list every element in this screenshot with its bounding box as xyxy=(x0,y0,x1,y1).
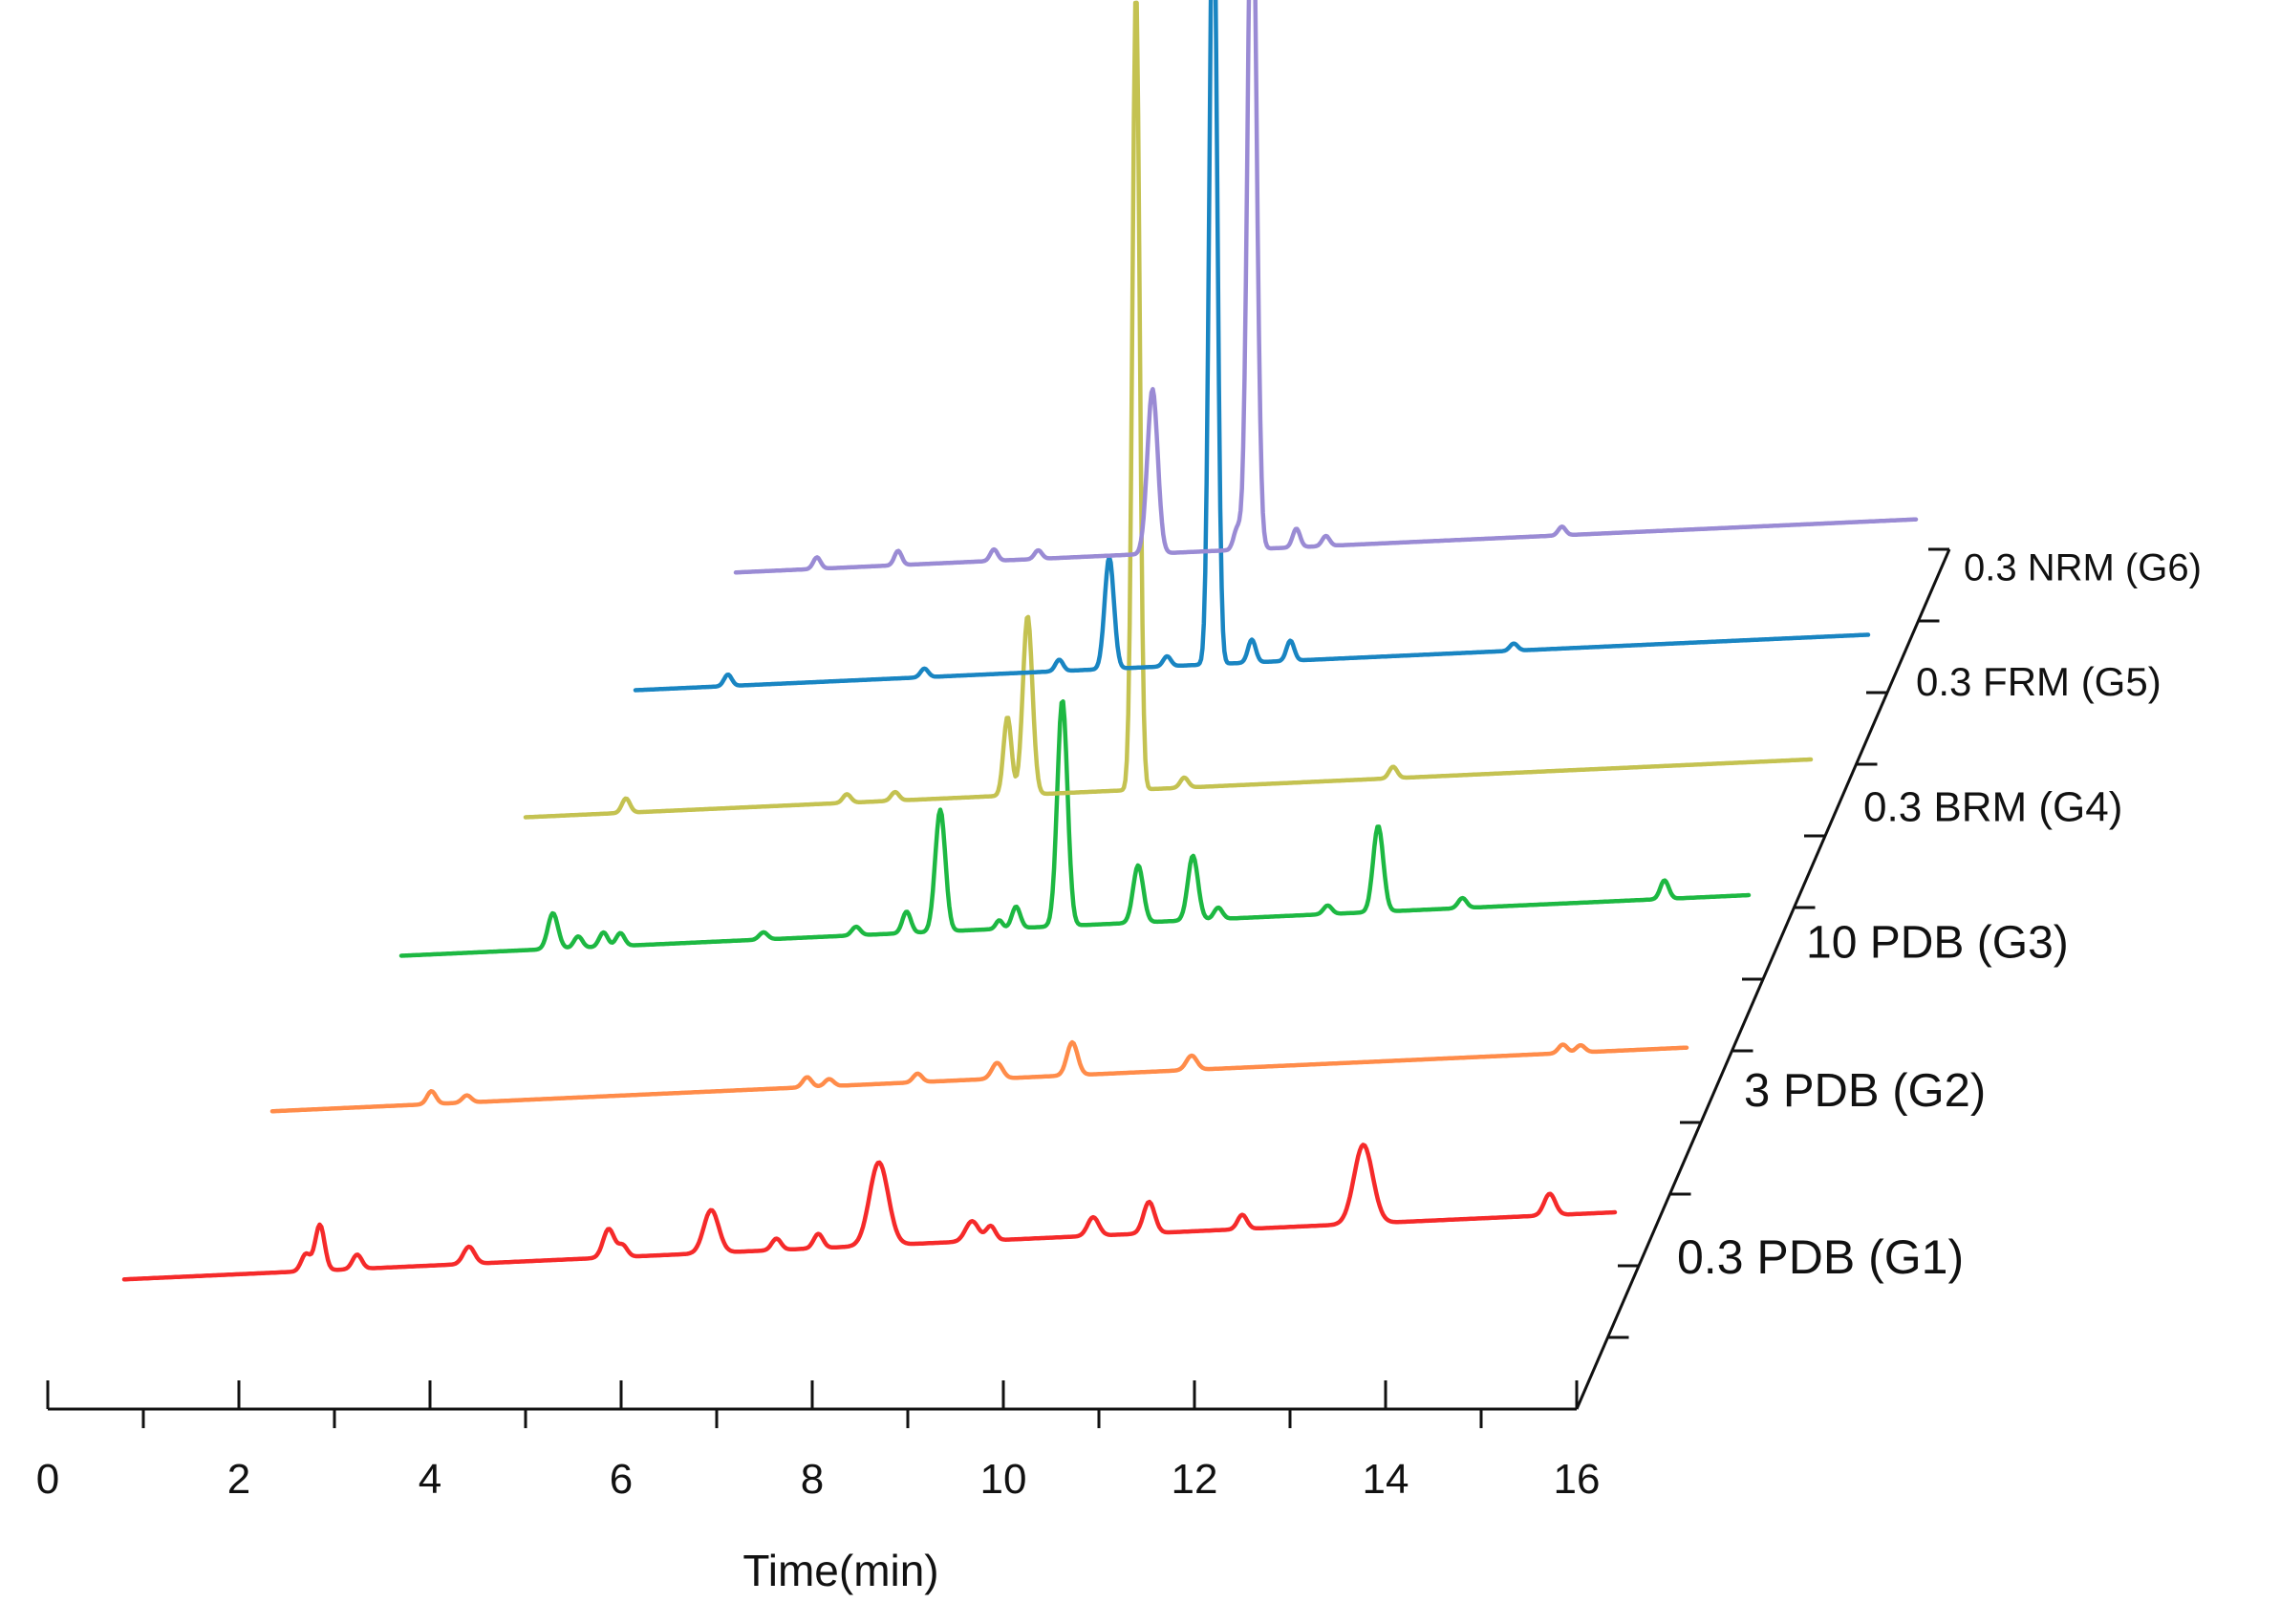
series-line-g5 xyxy=(633,0,1871,693)
series-label-g2: 3 PDB (G2) xyxy=(1744,1065,1986,1117)
series-label-g6: 0.3 NRM (G6) xyxy=(1964,547,2202,589)
chart-traces xyxy=(121,0,1919,1282)
chart-labels: 0.3 PDB (G1) 3 PDB (G2) 10 PDB (G3) 0.3 BRM… xyxy=(1677,547,2202,1285)
series-line-g1 xyxy=(121,1143,1618,1282)
x-tick-label: 12 xyxy=(1172,1456,1218,1503)
series-label-g4: 0.3 BRM (G4) xyxy=(1863,784,2122,831)
series-line-g2 xyxy=(269,1039,1689,1114)
series-label-g1: 0.3 PDB (G1) xyxy=(1677,1230,1964,1284)
x-tick-label: 16 xyxy=(1554,1456,1601,1503)
x-tick-label: 8 xyxy=(801,1456,824,1503)
x-tick-label: 14 xyxy=(1363,1456,1409,1503)
series-label-g3: 10 PDB (G3) xyxy=(1806,918,2069,969)
series-label-g5: 0.3 FRM (G5) xyxy=(1916,659,2162,704)
x-tick-label: 0 xyxy=(36,1456,59,1503)
series-line-g4 xyxy=(523,0,1814,820)
x-tick-label: 6 xyxy=(610,1456,633,1503)
series-line-g3 xyxy=(398,699,1752,958)
chart-axes: 0 2 4 6 8 10 12 14 16 xyxy=(36,547,1951,1503)
x-tick-label: 2 xyxy=(227,1456,250,1503)
x-axis-title: Time(min) xyxy=(742,1546,938,1595)
x-tick-label: 10 xyxy=(980,1456,1027,1503)
x-tick-label: 4 xyxy=(419,1456,441,1503)
series-line-g6 xyxy=(733,0,1919,575)
